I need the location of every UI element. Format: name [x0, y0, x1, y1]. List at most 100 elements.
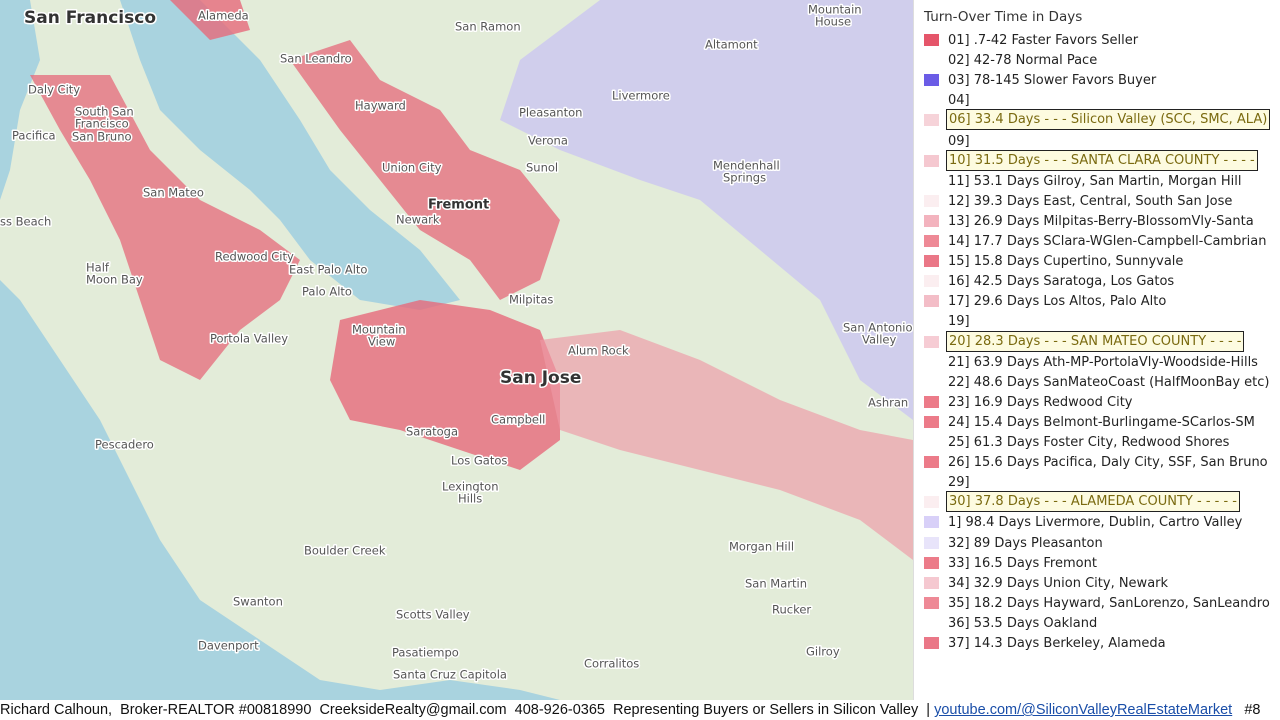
legend-item: 13] 26.9 Days Milpitas-Berry-BlossomVly-…: [922, 212, 1280, 231]
place-label: Scotts Valley: [396, 608, 470, 622]
legend-label: 12] 39.3 Days East, Central, South San J…: [948, 193, 1233, 209]
legend-item: 20] 28.3 Days - - - SAN MATEO COUNTY - -…: [922, 330, 1280, 352]
ocean: [0, 0, 560, 700]
legend-swatch: [924, 456, 939, 469]
place-label: Mountain: [808, 3, 862, 17]
legend-swatch: [924, 34, 939, 46]
place-label: View: [368, 335, 395, 349]
legend-item: 10] 31.5 Days - - - SANTA CLARA COUNTY -…: [922, 149, 1280, 171]
place-label: San Francisco: [24, 8, 156, 28]
legend-swatch: [924, 114, 939, 127]
bay: [120, 0, 460, 310]
place-label: Los Gatos: [451, 454, 507, 468]
legend-title: Turn-Over Time in Days: [924, 9, 1083, 25]
legend-label: 10] 31.5 Days - - - SANTA CLARA COUNTY -…: [946, 149, 1258, 171]
legend-item: 03] 78-145 Slower Favors Buyer: [922, 71, 1280, 90]
legend-label: 06] 33.4 Days - - - Silicon Valley (SCC,…: [946, 109, 1271, 131]
place-label: Newark: [396, 213, 440, 227]
legend-item: 19]: [922, 312, 1280, 331]
legend-label: 21] 63.9 Days Ath-MP-PortolaVly-Woodside…: [948, 354, 1258, 370]
legend-label: 29]: [948, 475, 970, 491]
legend-label: 34] 32.9 Days Union City, Newark: [948, 575, 1169, 591]
region-slow: [500, 0, 913, 420]
place-label: Boulder Creek: [304, 544, 386, 558]
legend-item: 09]: [922, 132, 1280, 151]
legend-label: 02] 42-78 Normal Pace: [948, 53, 1098, 69]
place-label: San Bruno: [72, 130, 132, 144]
place-label: Redwood City: [215, 250, 294, 264]
legend-item: 06] 33.4 Days - - - Silicon Valley (SCC,…: [922, 109, 1280, 131]
legend-swatch: [924, 74, 939, 87]
place-label: Morgan Hill: [729, 540, 794, 554]
footer-page: #8: [1244, 702, 1261, 718]
place-label: Palo Alto: [302, 285, 352, 299]
legend-swatch: [924, 556, 939, 569]
legend-item: 16] 42.5 Days Saratoga, Los Gatos: [922, 272, 1280, 291]
place-label: Sunol: [526, 161, 558, 175]
legend-label: 11] 53.1 Days Gilroy, San Martin, Morgan…: [948, 173, 1242, 189]
place-label: San Ramon: [455, 20, 521, 34]
footer: Richard Calhoun, Broker-REALTOR #0081899…: [0, 700, 1280, 720]
place-label: Alameda: [198, 9, 249, 23]
legend-swatch: [924, 516, 939, 529]
place-label: ss Beach: [0, 215, 51, 229]
legend-label: 14] 17.7 Days SClara-WGlen-Campbell-Camb…: [948, 234, 1267, 249]
legend-item: 30] 37.8 Days - - - ALAMEDA COUNTY - - -…: [922, 491, 1280, 513]
place-label: Portola Valley: [210, 332, 288, 346]
legend-label: 17] 29.6 Days Los Altos, Palo Alto: [948, 294, 1167, 310]
place-label: Saratoga: [406, 425, 458, 439]
place-label: Milpitas: [509, 293, 553, 307]
legend-swatch: [924, 214, 939, 227]
place-label: Campbell: [491, 413, 545, 427]
place-label: Verona: [528, 134, 568, 148]
legend-item: 33] 16.5 Days Fremont: [922, 554, 1280, 573]
place-label: Fremont: [428, 198, 489, 213]
legend: Turn-Over Time in Days 01] .7-42 Faster …: [913, 0, 1280, 700]
legend-label: 26] 15.6 Days Pacifica, Daly City, SSF, …: [948, 455, 1268, 471]
place-label: Pleasanton: [519, 106, 582, 120]
place-label: Santa Cruz Capitola: [393, 668, 507, 682]
legend-label: 24] 15.4 Days Belmont-Burlingame-SCarlos…: [948, 414, 1255, 430]
legend-item: 12] 39.3 Days East, Central, South San J…: [922, 192, 1280, 211]
legend-item: 04]: [922, 91, 1280, 110]
place-label: San Antonio: [843, 321, 913, 335]
legend-swatch: [924, 637, 939, 649]
place-label: Pasatiempo: [392, 646, 459, 660]
legend-item: 23] 16.9 Days Redwood City: [922, 393, 1280, 412]
legend-swatch: [924, 335, 939, 348]
legend-swatch: [924, 235, 939, 247]
legend-label: 13] 26.9 Days Milpitas-Berry-BlossomVly-…: [948, 213, 1254, 229]
place-label: House: [815, 15, 851, 29]
legend-item: 14] 17.7 Days SClara-WGlen-Campbell-Camb…: [922, 232, 1280, 251]
place-label: Rucker: [772, 603, 811, 617]
place-label: Union City: [382, 161, 442, 175]
legend-label: 20] 28.3 Days - - - SAN MATEO COUNTY - -…: [946, 330, 1245, 352]
legend-swatch: [924, 576, 939, 589]
legend-item: 15] 15.8 Days Cupertino, Sunnyvale: [922, 252, 1280, 271]
place-label: Altamont: [705, 38, 758, 52]
legend-label: 16] 42.5 Days Saratoga, Los Gatos: [948, 274, 1175, 290]
region-east-bay: [290, 40, 560, 300]
place-label: Pacifica: [12, 129, 56, 143]
legend-swatch: [924, 194, 939, 207]
footer-link[interactable]: youtube.com/@SiliconValleyRealEstateMark…: [934, 702, 1233, 718]
place-label: South San: [75, 105, 134, 119]
legend-label: 36] 53.5 Days Oakland: [948, 615, 1098, 631]
place-label: Ashran: [868, 396, 908, 410]
legend-item: 32] 89 Days Pleasanton: [922, 534, 1280, 553]
place-label: San Jose: [500, 368, 581, 388]
place-label: Daly City: [28, 83, 80, 97]
legend-label: 37] 14.3 Days Berkeley, Alameda: [948, 636, 1166, 651]
legend-label: 22] 48.6 Days SanMateoCoast (HalfMoonBay…: [948, 374, 1270, 390]
legend-label: 03] 78-145 Slower Favors Buyer: [948, 73, 1157, 89]
legend-swatch: [924, 154, 939, 167]
place-label: Alum Rock: [568, 344, 629, 358]
legend-label: 35] 18.2 Days Hayward, SanLorenzo, SanLe…: [948, 595, 1270, 611]
place-label: Half: [86, 261, 110, 275]
place-label: Mountain: [352, 323, 406, 337]
place-label: San Martin: [745, 577, 807, 591]
legend-label: 25] 61.3 Days Foster City, Redwood Shore…: [948, 435, 1230, 450]
legend-item: 1] 98.4 Days Livermore, Dublin, Cartro V…: [922, 513, 1280, 532]
